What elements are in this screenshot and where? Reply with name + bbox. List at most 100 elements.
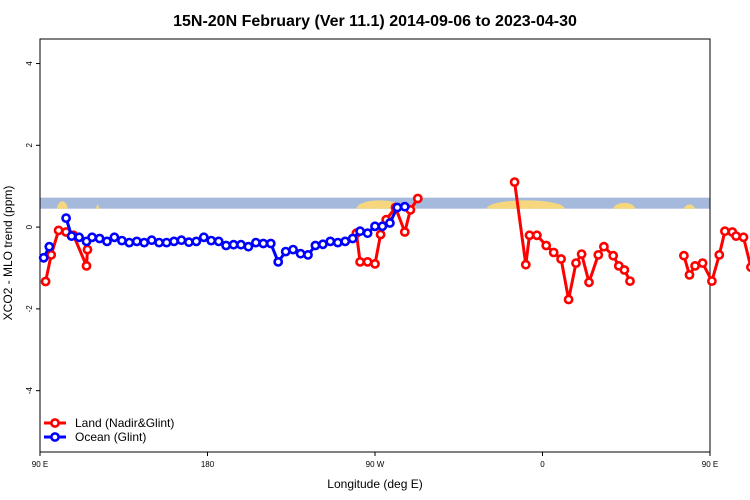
y-axis-label: XCO2 - MLO trend (ppm) [1, 186, 15, 321]
map-strip-land [486, 200, 565, 209]
data-point [258, 238, 269, 249]
data-point [243, 241, 254, 252]
data-point [124, 237, 135, 248]
y-tick-label: 0 [25, 224, 34, 229]
data-point [746, 262, 750, 273]
data-point [697, 258, 708, 268]
data-point [520, 259, 531, 270]
data-point [66, 231, 77, 241]
data-point [198, 232, 209, 243]
data-point [347, 233, 358, 244]
x-tick-label: 90 E [702, 460, 718, 469]
data-point [87, 232, 97, 243]
data-point [82, 244, 93, 255]
data-point [541, 240, 552, 251]
plot-area: -4 -2 0 2 4 90 E 180 90 W 0 90 E [25, 38, 750, 469]
data-point [236, 239, 246, 250]
data-point [213, 236, 224, 247]
data-point [362, 228, 373, 239]
data-point [556, 254, 566, 264]
data-point [690, 260, 700, 271]
data-point [154, 237, 164, 248]
data-point [332, 237, 343, 248]
data-point [576, 249, 587, 259]
data-point [102, 236, 112, 247]
data-point [720, 226, 730, 237]
data-point [161, 237, 172, 248]
map-strip-land [683, 204, 696, 209]
data-point [355, 226, 365, 237]
data-point [288, 244, 298, 255]
data-point [375, 229, 386, 240]
data-point [325, 236, 336, 247]
data-point [117, 235, 127, 246]
data-point [548, 247, 559, 258]
data-point [183, 237, 194, 248]
data-point [40, 276, 51, 287]
chart-title: 15N-20N February (Ver 11.1) 2014-09-06 t… [173, 13, 577, 30]
x-axis-label: Longitude (deg E) [327, 477, 422, 491]
series-land [40, 177, 750, 305]
data-point [392, 202, 403, 213]
data-point [250, 237, 261, 248]
data-point [584, 277, 594, 288]
data-point [280, 246, 291, 257]
data-point [399, 227, 410, 237]
data-point [355, 256, 365, 267]
legend-marker [50, 418, 60, 428]
data-point [310, 240, 321, 251]
data-point [53, 225, 64, 236]
data-point [593, 249, 604, 260]
x-tick-label: 90 E [32, 460, 48, 469]
map-strip-land [95, 204, 100, 209]
data-point [169, 236, 179, 247]
data-point [191, 236, 202, 247]
data-point [679, 250, 689, 261]
legend-marker [50, 432, 60, 442]
data-point [625, 276, 635, 286]
data-point [340, 236, 351, 247]
x-tick-label: 180 [201, 460, 215, 469]
y-tick-label: -4 [25, 387, 34, 395]
map-strip-land [56, 201, 68, 209]
data-point [608, 250, 619, 261]
x-tick-label: 90 W [366, 460, 385, 469]
legend-label: Land (Nadir&Glint) [75, 416, 174, 430]
data-point [295, 248, 306, 259]
data-point [44, 241, 55, 252]
data-point [74, 232, 84, 243]
data-point [176, 235, 187, 246]
data-point [362, 256, 373, 267]
data-point [303, 249, 313, 260]
map-strip-land [710, 200, 747, 208]
data-point [46, 249, 57, 260]
data-point [265, 238, 276, 249]
data-point [563, 294, 574, 305]
data-point [714, 249, 725, 260]
data-point [377, 221, 388, 232]
data-point [38, 252, 49, 263]
map-strip-land [613, 202, 636, 209]
data-point [61, 213, 71, 223]
data-point [206, 235, 217, 246]
y-tick-label: 4 [25, 61, 34, 66]
data-point [599, 241, 609, 252]
data-point [399, 201, 410, 212]
data-point [139, 237, 150, 248]
data-point [109, 232, 120, 243]
data-point [684, 269, 695, 280]
data-point [532, 230, 542, 241]
data-point [738, 232, 749, 243]
data-point [571, 258, 581, 268]
data-point [221, 240, 231, 251]
y-tick-label: -2 [25, 305, 34, 313]
y-tick-label: 2 [25, 143, 34, 148]
data-point [131, 236, 142, 247]
data-point [707, 276, 717, 286]
series-ocean [38, 201, 410, 267]
data-point [619, 265, 630, 275]
data-point [412, 193, 423, 204]
legend: Land (Nadir&Glint)Ocean (Glint) [44, 416, 174, 444]
data-point [509, 177, 520, 187]
